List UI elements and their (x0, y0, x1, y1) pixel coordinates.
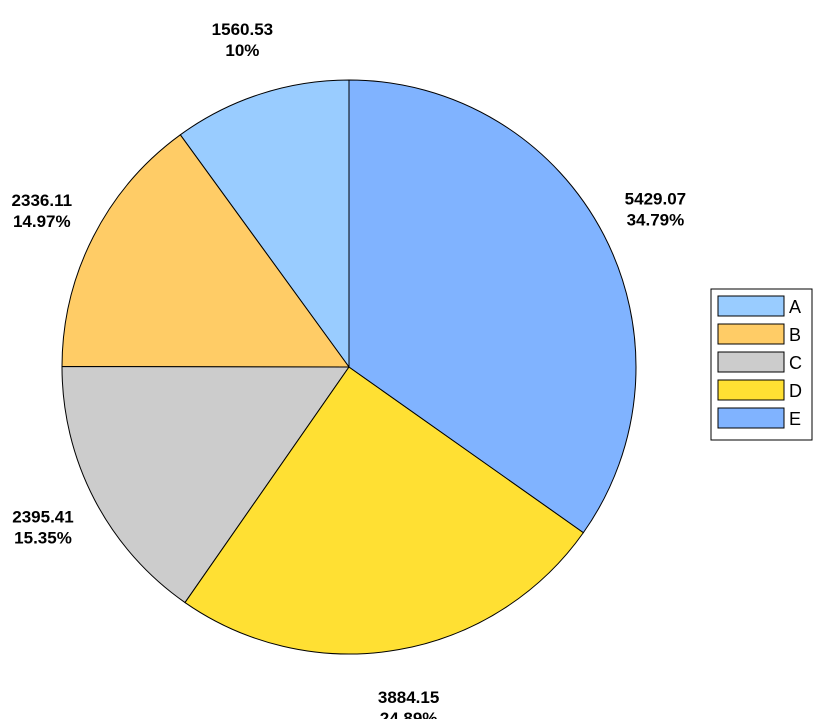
pie-slice-e (348, 79, 637, 534)
data-label-c: 2395.41 15.35% (12, 507, 73, 547)
data-label-percent: 24.89% (380, 709, 438, 719)
data-label-value: 2395.41 (12, 507, 73, 526)
data-label-value: 2336.11 (12, 191, 73, 210)
data-label-d: 3884.15 24.89% (378, 688, 439, 719)
data-labels: 1560.53 10% 2336.11 14.97% 2395.41 15.35% 3884… (12, 20, 687, 719)
pie-slice-d (184, 366, 585, 655)
pie-slice-c (61, 365, 350, 604)
legend-label-d: D (789, 381, 802, 401)
pie-slices (61, 79, 637, 655)
data-label-e: 5429.07 34.79% (625, 189, 686, 229)
data-label-percent: 14.97% (13, 212, 71, 231)
legend-label-b: B (789, 325, 801, 345)
legend-swatch-d (717, 379, 785, 401)
data-label-value: 5429.07 (625, 189, 686, 208)
pie-slice-b (61, 134, 350, 368)
legend-label-c: C (789, 353, 802, 373)
pie-slice-a (179, 79, 350, 369)
data-label-a: 1560.53 10% (212, 20, 273, 60)
data-label-value: 3884.15 (378, 688, 439, 707)
data-label-b: 2336.11 14.97% (12, 191, 73, 231)
legend-swatch-c (717, 351, 785, 373)
legend-label-e: E (789, 409, 801, 429)
data-label-percent: 10% (225, 41, 259, 60)
legend-swatch-a (717, 295, 785, 317)
legend-swatch-b (717, 323, 785, 345)
data-label-percent: 15.35% (14, 528, 72, 547)
data-label-value: 1560.53 (212, 20, 273, 39)
legend-label-a: A (789, 297, 801, 317)
data-label-percent: 34.79% (627, 210, 685, 229)
legend-swatch-e (717, 407, 785, 429)
